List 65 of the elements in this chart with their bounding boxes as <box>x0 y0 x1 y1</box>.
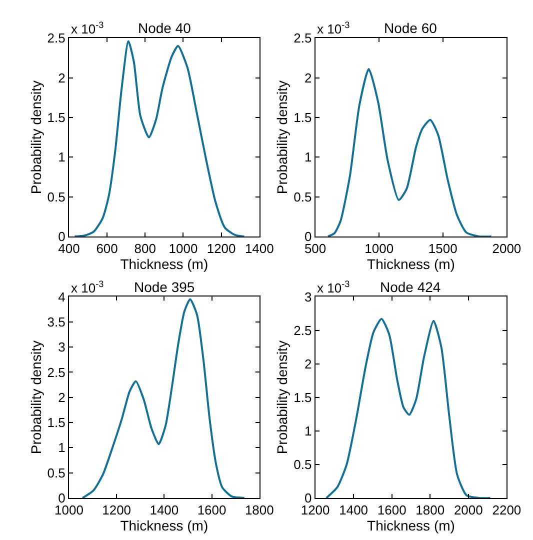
chart-title: Node 40 <box>138 20 192 36</box>
y-tick-label: 0.5 <box>47 189 66 204</box>
y-tick-label: 1 <box>304 423 312 438</box>
y-tick-label: 2 <box>304 356 312 372</box>
y-tick-label: 2.5 <box>294 322 312 338</box>
y-tick-label: 0.5 <box>294 456 312 472</box>
y-tick-label: 1 <box>58 440 66 456</box>
y-tick-label: 0 <box>58 228 66 244</box>
y-tick-label: 2.5 <box>294 30 312 46</box>
y-axis-title: Probability density <box>274 80 290 194</box>
chart-title: Node 424 <box>380 279 441 295</box>
y-tick-label: 2 <box>58 390 66 405</box>
text: x 10$^{-3}$ <box>317 279 350 296</box>
x-tick-label: 1800 <box>244 502 274 518</box>
line-series <box>327 68 492 236</box>
x-tick-label: 1400 <box>339 502 368 518</box>
text: x 10$^{-3}$ <box>71 20 104 36</box>
x-tick-label: 1400 <box>244 241 274 256</box>
y-tick-label: 0 <box>304 228 312 244</box>
chart-title: Node 395 <box>134 279 195 295</box>
x-tick-label: 1500 <box>428 241 458 256</box>
y-tick-label: 1.5 <box>294 110 312 125</box>
x-tick-label: 1600 <box>197 502 226 518</box>
chart-title: Node 60 <box>384 20 438 36</box>
x-axis-title: Thickness (m) <box>120 518 208 534</box>
y-tick-label: 1.5 <box>47 110 66 125</box>
y-tick-label: 1.5 <box>47 415 66 430</box>
x-axis-title: Thickness (m) <box>120 256 208 272</box>
y-tick-label: 3.5 <box>47 314 66 330</box>
x-tick-label: 1600 <box>377 502 406 518</box>
x-tick-label: 1200 <box>102 502 132 518</box>
line-series <box>325 318 492 498</box>
y-axis-title: Probability density <box>28 80 44 194</box>
x-tick-label: 2000 <box>492 241 522 256</box>
y-tick-label: 3 <box>58 340 66 355</box>
y-tick-label: 1.5 <box>294 390 312 405</box>
y-axis-title: Probability density <box>28 340 44 454</box>
x-tick-label: 1800 <box>416 502 445 518</box>
y-tick-label: 4 <box>58 289 66 304</box>
y-tick-label: 3 <box>304 289 312 304</box>
x-axis-title: Thickness (m) <box>367 256 455 272</box>
y-tick-label: 2.5 <box>47 30 66 46</box>
y-tick-label: 2 <box>304 70 312 86</box>
line-series <box>82 298 246 498</box>
x-axis-title: Thickness (m) <box>367 518 455 534</box>
y-tick-label: 2.5 <box>47 364 66 380</box>
x-tick-label: 500 <box>304 241 326 256</box>
y-axis-title: Probability density <box>274 340 290 454</box>
y-tick-label: 0.5 <box>47 465 66 480</box>
x-tick-label: 1400 <box>150 502 179 518</box>
x-tick-label: 800 <box>134 241 156 256</box>
x-tick-label: 1000 <box>364 241 394 256</box>
line-series <box>74 40 246 236</box>
y-tick-label: 1 <box>304 150 312 165</box>
text: x 10$^{-3}$ <box>317 20 350 36</box>
x-tick-label: 1200 <box>206 241 236 256</box>
x-tick-label: 600 <box>96 241 118 256</box>
x-tick-label: 1000 <box>168 241 198 256</box>
y-tick-label: 1 <box>58 150 66 165</box>
x-tick-label: 400 <box>58 241 80 256</box>
x-tick-label: 2200 <box>492 502 522 518</box>
y-tick-label: 2 <box>58 70 66 86</box>
text: x 10$^{-3}$ <box>71 279 104 296</box>
y-tick-label: 0.5 <box>294 189 312 204</box>
x-tick-label: 2000 <box>454 502 483 518</box>
